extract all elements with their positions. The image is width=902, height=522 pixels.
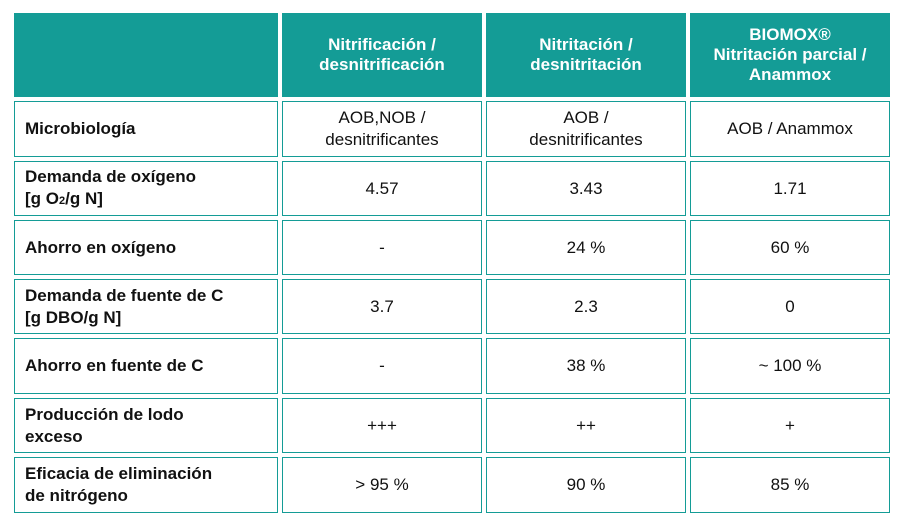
header-text: Nitritación parcial / <box>713 45 867 64</box>
label-part: /g N] <box>65 188 103 208</box>
table-cell: AOB,NOB / desnitrificantes <box>282 101 482 157</box>
table-cell: 3.43 <box>486 161 686 216</box>
table-cell: 0 <box>690 279 890 334</box>
table-cell: 60 % <box>690 220 890 275</box>
table-cell: ++ <box>486 398 686 453</box>
row-label: Eficacia de eliminación de nitrógeno <box>14 457 278 513</box>
table-row-ahorro-fuente-c: Ahorro en fuente de C - 38 % ~ 100 % <box>14 338 890 394</box>
table-cell: AOB / Anammox <box>690 101 890 157</box>
row-label-line: Demanda de oxígeno <box>25 166 196 186</box>
row-label: Ahorro en fuente de C <box>14 338 278 394</box>
table-cell: AOB / desnitrificantes <box>486 101 686 157</box>
row-label: Demanda de oxígeno [g O2/g N] <box>14 161 278 216</box>
cell-text: AOB / <box>563 108 609 127</box>
row-label: Producción de lodo exceso <box>14 398 278 453</box>
table-row-demanda-fuente-c: Demanda de fuente de C [g DBO/g N] 3.7 2… <box>14 279 890 334</box>
table-cell: 85 % <box>690 457 890 513</box>
row-label: Microbiología <box>14 101 278 157</box>
row-label-line: [g DBO/g N] <box>25 307 122 327</box>
table-cell: + <box>690 398 890 453</box>
table-cell: 4.57 <box>282 161 482 216</box>
table-cell: 38 % <box>486 338 686 394</box>
row-label-line: Producción de lodo <box>25 404 184 424</box>
header-biomox: BIOMOX® Nitritación parcial / Anammox <box>690 13 890 97</box>
table-row-ahorro-oxigeno: Ahorro en oxígeno - 24 % 60 % <box>14 220 890 275</box>
table-cell: 90 % <box>486 457 686 513</box>
row-label-line: [g O2/g N] <box>25 188 277 212</box>
table-row-microbiologia: Microbiología AOB,NOB / desnitrificantes… <box>14 101 890 157</box>
table-row-demanda-oxigeno: Demanda de oxígeno [g O2/g N] 4.57 3.43 … <box>14 161 890 216</box>
header-text: desnitritación <box>530 55 642 74</box>
table-cell: 2.3 <box>486 279 686 334</box>
header-text: BIOMOX® <box>749 25 831 44</box>
table-cell: 1.71 <box>690 161 890 216</box>
cell-text: desnitrificantes <box>529 130 643 149</box>
header-text: Nitritación / <box>539 35 633 54</box>
header-text: desnitrificación <box>319 55 445 74</box>
cell-text: desnitrificantes <box>325 130 439 149</box>
table-cell: - <box>282 220 482 275</box>
header-row: Nitrificación / desnitrificación Nitrita… <box>14 13 890 97</box>
table-cell: > 95 % <box>282 457 482 513</box>
header-corner-cell <box>14 13 278 97</box>
row-label: Demanda de fuente de C [g DBO/g N] <box>14 279 278 334</box>
comparison-table-wrapper: Nitrificación / desnitrificación Nitrita… <box>10 9 894 517</box>
header-nitritacion: Nitritación / desnitritación <box>486 13 686 97</box>
table-cell: 3.7 <box>282 279 482 334</box>
comparison-table: Nitrificación / desnitrificación Nitrita… <box>10 9 894 517</box>
table-cell: +++ <box>282 398 482 453</box>
label-part: [g O <box>25 188 59 208</box>
row-label-line: Demanda de fuente de C <box>25 285 224 305</box>
table-row-eficacia-eliminacion: Eficacia de eliminación de nitrógeno > 9… <box>14 457 890 513</box>
row-label-line: Eficacia de eliminación <box>25 464 213 483</box>
row-label-line: de nitrógeno <box>25 486 128 505</box>
table-cell: - <box>282 338 482 394</box>
cell-text: AOB,NOB / <box>338 108 426 127</box>
row-label: Ahorro en oxígeno <box>14 220 278 275</box>
cell-text: AOB / Anammox <box>727 119 853 138</box>
header-text: Nitrificación / <box>328 35 436 54</box>
row-label-line: exceso <box>25 426 83 446</box>
table-cell: ~ 100 % <box>690 338 890 394</box>
header-text: Anammox <box>748 65 832 84</box>
header-nitrificacion: Nitrificación / desnitrificación <box>282 13 482 97</box>
table-cell: 24 % <box>486 220 686 275</box>
subscript: 2 <box>59 194 66 207</box>
table-row-produccion-lodo: Producción de lodo exceso +++ ++ + <box>14 398 890 453</box>
